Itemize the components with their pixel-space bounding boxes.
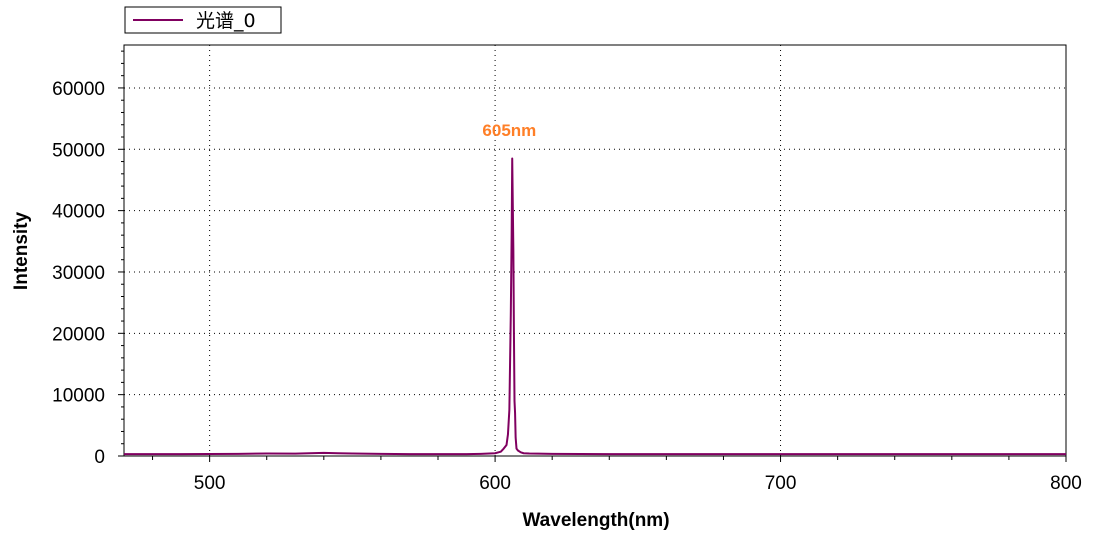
grid-lines — [124, 45, 1066, 456]
legend: 光谱_0 — [124, 6, 282, 34]
y-axis-title: Intensity — [11, 212, 32, 291]
x-axis-title: Wavelength(nm) — [522, 510, 669, 531]
y-tick-label: 60000 — [52, 79, 105, 100]
y-tick-label: 10000 — [52, 386, 105, 407]
y-tick-label: 20000 — [52, 324, 105, 345]
y-axis-tick-labels: 0 10000 20000 30000 40000 50000 60000 — [52, 79, 105, 468]
y-tick-label: 0 — [94, 447, 105, 468]
x-tick-label: 700 — [765, 473, 797, 494]
plot-area-frame — [123, 44, 1067, 457]
peak-annotation: 605nm — [482, 121, 536, 140]
y-tick-label: 30000 — [52, 263, 105, 284]
x-tick-label: 800 — [1050, 473, 1082, 494]
legend-label: 光谱_0 — [196, 10, 256, 32]
x-tick-label: 600 — [479, 473, 511, 494]
minor-ticks — [118, 50, 1067, 462]
series-layer — [124, 157, 1066, 456]
y-tick-label: 50000 — [52, 140, 105, 161]
x-axis-tick-labels: 500 600 700 800 — [194, 473, 1082, 494]
x-tick-label: 500 — [194, 473, 226, 494]
series-line — [124, 157, 1066, 456]
y-tick-label: 40000 — [52, 202, 105, 223]
annotation-layer: 605nm — [482, 121, 536, 140]
